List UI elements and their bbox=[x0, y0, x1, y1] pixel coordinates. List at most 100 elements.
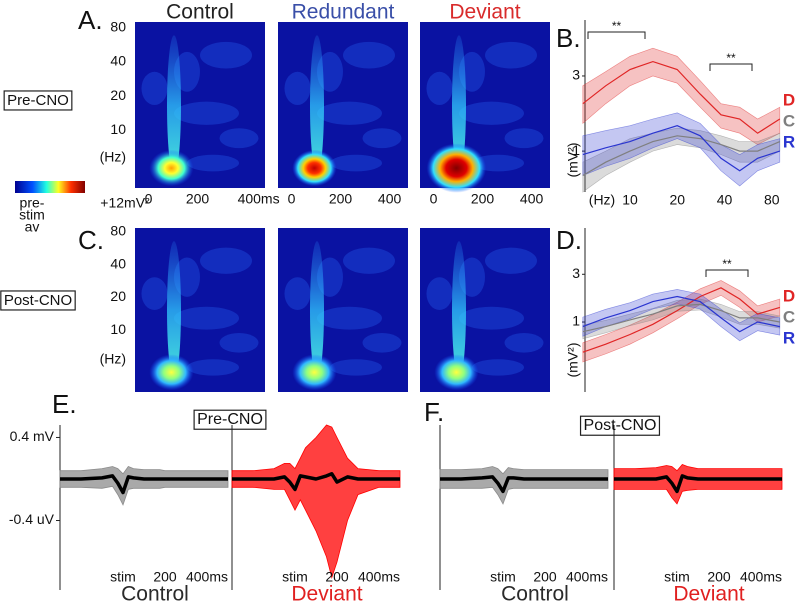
spectrogram-texture bbox=[343, 41, 395, 69]
subplot-title: Control bbox=[121, 583, 189, 605]
spectrogram-texture bbox=[317, 306, 382, 330]
x-tick-label: 200 bbox=[325, 569, 349, 585]
spectrogram-texture bbox=[459, 101, 524, 125]
x-tick-label: 400 bbox=[378, 191, 402, 207]
x-tick-label: 400ms bbox=[238, 191, 280, 207]
subplot-title: Deviant bbox=[291, 583, 362, 605]
spectrogram-texture bbox=[330, 154, 382, 172]
spectrogram-texture bbox=[141, 277, 168, 310]
y-axis-label: (Hz) bbox=[100, 351, 126, 367]
legend-label: C bbox=[783, 307, 795, 326]
x-tick-label: stim bbox=[664, 569, 690, 585]
trace-envelope bbox=[439, 466, 609, 505]
legend-label: R bbox=[783, 132, 795, 151]
spectrogram bbox=[420, 228, 550, 392]
mean-trace bbox=[440, 475, 608, 494]
spectrogram-texture bbox=[219, 128, 259, 149]
panel-title-box bbox=[579, 415, 661, 436]
spectrogram-texture bbox=[141, 71, 168, 105]
spectrogram bbox=[135, 22, 265, 188]
mean-line bbox=[582, 125, 780, 172]
mean-line bbox=[582, 295, 780, 333]
panel-label: E. bbox=[52, 389, 77, 419]
y-tick-label: 3 bbox=[572, 265, 580, 281]
spectrogram-texture bbox=[187, 359, 239, 376]
panel-label: C. bbox=[78, 225, 104, 255]
y-tick-label: 10 bbox=[110, 121, 126, 137]
y-tick-label: 3 bbox=[572, 67, 580, 83]
x-tick-label: stim bbox=[110, 569, 136, 585]
column-title: Redundant bbox=[292, 1, 395, 24]
spectrogram-peak bbox=[149, 149, 194, 187]
x-tick-label: 200 bbox=[533, 569, 557, 585]
panel-label: F. bbox=[424, 397, 444, 427]
colorbar-label: stim bbox=[19, 207, 45, 223]
spectrogram-peak bbox=[292, 354, 337, 391]
x-tick-label: 10 bbox=[622, 192, 638, 208]
spectrogram bbox=[135, 228, 265, 392]
y-tick-label: 20 bbox=[110, 288, 126, 304]
x-tick-label: 20 bbox=[669, 192, 685, 208]
confidence-band bbox=[582, 112, 781, 187]
legend-label: R bbox=[783, 328, 795, 347]
x-tick-label: 0 bbox=[145, 191, 153, 207]
mean-line bbox=[582, 287, 780, 353]
y-tick-label: 40 bbox=[110, 53, 126, 69]
panel-title-box bbox=[193, 409, 267, 430]
spectrogram-texture bbox=[219, 332, 259, 353]
panel-title: Post-CNO bbox=[584, 417, 657, 434]
spectrogram-texture bbox=[174, 101, 239, 125]
x-tick-label: 400ms bbox=[566, 569, 608, 585]
spectrogram-texture bbox=[459, 306, 524, 330]
significance-label: ** bbox=[612, 19, 622, 33]
row-label-box bbox=[3, 90, 73, 111]
x-tick-label: 80 bbox=[764, 192, 780, 208]
significance-bracket bbox=[709, 63, 753, 71]
spectrogram-streak bbox=[167, 35, 181, 175]
x-tick-label: 40 bbox=[717, 192, 733, 208]
spectrogram-texture bbox=[343, 247, 395, 274]
x-axis-label: (Hz) bbox=[589, 192, 615, 208]
subplot-title: Control bbox=[501, 583, 569, 605]
spectrogram-streak bbox=[452, 241, 466, 379]
mean-trace bbox=[232, 472, 400, 492]
spectrogram bbox=[278, 228, 408, 392]
x-tick-label: stim bbox=[282, 569, 308, 585]
panel-title: Pre-CNO bbox=[197, 411, 263, 428]
mean-line bbox=[582, 303, 780, 333]
panel-label: A. bbox=[78, 5, 103, 35]
spectrogram-texture bbox=[284, 277, 311, 310]
x-tick-label: 200 bbox=[186, 191, 210, 207]
spectrogram-texture bbox=[330, 359, 382, 376]
significance-label: ** bbox=[726, 51, 736, 65]
y-tick-label: 1 bbox=[572, 142, 580, 158]
spectrogram bbox=[420, 22, 550, 193]
spectrogram-texture bbox=[426, 71, 453, 105]
significance-bracket bbox=[587, 31, 646, 39]
colorbar-label: av bbox=[25, 219, 40, 235]
y-tick-label: 10 bbox=[110, 321, 126, 337]
colorbar-label: +12mV² bbox=[100, 195, 150, 211]
spectrogram-texture bbox=[187, 154, 239, 172]
spectrogram-peak bbox=[149, 354, 194, 391]
colorbar bbox=[15, 181, 85, 193]
spectrogram-streak bbox=[310, 35, 324, 175]
spectrogram-texture bbox=[362, 332, 402, 353]
spectrogram-texture bbox=[472, 359, 524, 376]
spectrogram-peak bbox=[434, 354, 479, 391]
spectrogram-texture bbox=[174, 306, 239, 330]
panel-label: D. bbox=[556, 225, 582, 255]
significance-bracket bbox=[705, 269, 749, 277]
x-tick-label: 200 bbox=[707, 569, 731, 585]
trace-envelope bbox=[59, 466, 229, 506]
x-tick-label: 400 bbox=[520, 191, 544, 207]
spectrogram-texture bbox=[200, 247, 252, 274]
x-tick-label: 0 bbox=[288, 191, 296, 207]
trace-envelope bbox=[613, 464, 783, 505]
spectrogram-streak bbox=[452, 35, 466, 175]
y-tick-label: 40 bbox=[110, 255, 126, 271]
y-tick-label: 20 bbox=[110, 87, 126, 103]
x-tick-label: 200 bbox=[471, 191, 495, 207]
y-axis-label: (mV²) bbox=[565, 143, 581, 178]
